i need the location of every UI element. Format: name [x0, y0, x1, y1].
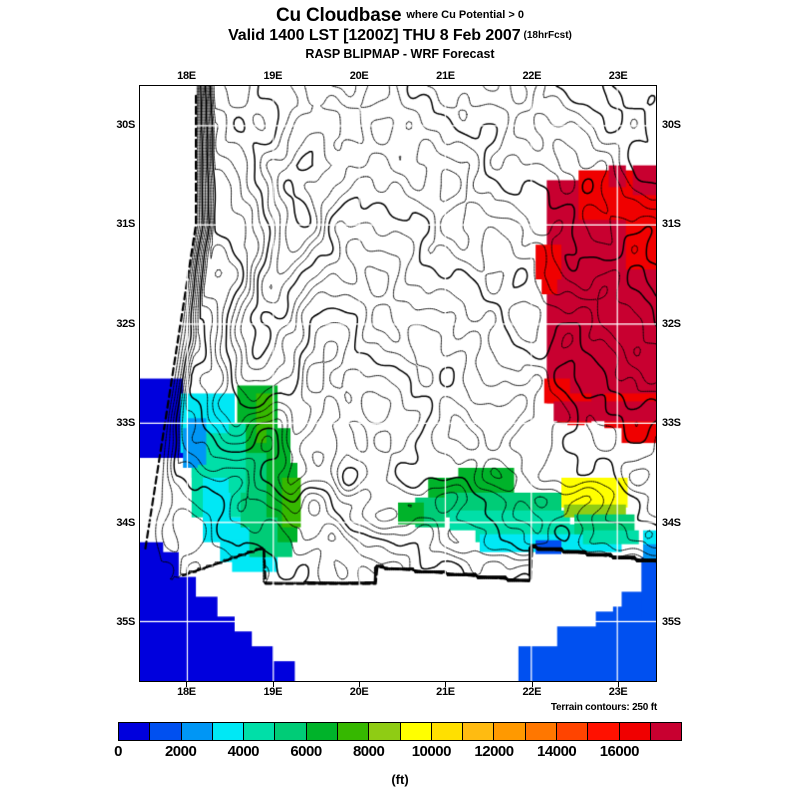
colorbar-swatch-10[interactable]	[431, 723, 464, 740]
lat-label-left-33S: 33S	[116, 417, 135, 430]
lat-label-left-32S: 32S	[116, 317, 135, 330]
colorbar-swatch-2[interactable]	[181, 723, 213, 740]
lon-label-bottom-18E: 18E	[177, 686, 196, 698]
lon-label-bottom-20E: 20E	[349, 686, 369, 698]
lat-label-right-32S: 32S	[662, 317, 681, 330]
lon-label-top-19E: 19E	[263, 70, 283, 82]
colorbar-swatch-8[interactable]	[369, 723, 401, 740]
lon-label-bottom-21E: 21E	[436, 686, 455, 698]
colorbar-tick-14000: 14000	[537, 743, 577, 760]
lon-tick-21E	[445, 682, 447, 687]
lon-label-top-22E: 22E	[522, 70, 542, 82]
lon-tick-19E	[272, 682, 274, 687]
lon-label-top-18E: 18E	[177, 70, 196, 82]
lat-label-right-35S: 35S	[662, 616, 681, 629]
lat-label-left-31S: 31S	[116, 218, 135, 231]
terrain-contour-note: Terrain contours: 250 ft	[550, 702, 657, 713]
colorbar-tick-4000: 4000	[227, 743, 260, 760]
forecast-hour-label: (18hrFcst)	[523, 29, 572, 41]
title-main-row: Cu Cloudbase where Cu Potential > 0	[0, 6, 800, 26]
colorbar-swatch-3[interactable]	[212, 723, 245, 740]
colorbar-tick-0: 0	[114, 743, 122, 760]
colorbar-swatch-17[interactable]	[650, 723, 682, 740]
latlon-graticule-layer	[140, 86, 656, 681]
colorbar-swatch-1[interactable]	[150, 723, 182, 740]
colorbar-swatch-14[interactable]	[556, 723, 589, 740]
colorbar-swatch-13[interactable]	[525, 723, 557, 740]
colorbar-swatch-5[interactable]	[275, 723, 307, 740]
lat-label-right-30S: 30S	[662, 118, 681, 131]
colorbar-swatch-0[interactable]	[119, 723, 151, 740]
colorbar-tick-labels: 0 2000 4000 6000 8000 10000 12000 14000 16000	[114, 743, 682, 763]
colorbar-tick-16000: 16000	[599, 743, 640, 760]
lat-label-right-33S: 33S	[662, 417, 681, 430]
colorbar-swatch-7[interactable]	[337, 723, 370, 740]
colorbar-swatch-6[interactable]	[306, 723, 338, 740]
colorbar-tick-12000: 12000	[474, 743, 514, 760]
map-plot-frame[interactable]	[139, 85, 657, 682]
lat-label-left-34S: 34S	[116, 516, 135, 529]
lon-tick-18E	[186, 682, 188, 687]
lat-label-right-31S: 31S	[662, 218, 681, 231]
title-condition: where Cu Potential > 0	[406, 9, 524, 21]
title-block: Cu Cloudbase where Cu Potential > 0 Valid…	[0, 6, 800, 61]
colorbar-swatch-4[interactable]	[244, 723, 276, 740]
colorbar-unit-label: (ft)	[391, 772, 409, 787]
colorbar-swatch-16[interactable]	[619, 723, 651, 740]
valid-time-label: Valid 1400 LST [1200Z] THU 8 Feb 2007	[228, 26, 521, 44]
colorbar-tick-6000: 6000	[290, 743, 322, 760]
lat-label-left-30S: 30S	[116, 118, 135, 131]
lon-label-bottom-22E: 22E	[522, 686, 542, 698]
lon-tick-20E	[359, 682, 361, 687]
page-title: Cu Cloudbase	[275, 5, 402, 26]
colorbar-tick-10000: 10000	[411, 743, 452, 760]
lat-label-left-35S: 35S	[116, 616, 135, 629]
title-valid-row: Valid 1400 LST [1200Z] THU 8 Feb 2007 (18…	[0, 26, 800, 45]
lon-label-top-21E: 21E	[436, 70, 455, 82]
colorbar-swatch-12[interactable]	[494, 723, 526, 740]
colorbar-block: 0 2000 4000 6000 8000 10000 12000 14000 16000 (f…	[114, 722, 682, 787]
colorbar-tick-8000: 8000	[352, 743, 385, 760]
lon-label-top-20E: 20E	[349, 70, 369, 82]
lon-label-bottom-19E: 19E	[263, 686, 283, 698]
colorbar-swatch-11[interactable]	[463, 723, 495, 740]
colorbar-swatch-15[interactable]	[588, 723, 620, 740]
colorbar-swatch-9[interactable]	[400, 723, 432, 740]
colorbar-tick-2000: 2000	[164, 743, 197, 760]
lon-tick-22E	[531, 682, 533, 687]
colorbar[interactable]	[118, 722, 682, 741]
lon-label-bottom-23E: 23E	[608, 686, 628, 698]
lon-label-top-23E: 23E	[608, 70, 628, 82]
lon-tick-23E	[618, 682, 620, 687]
lat-label-right-34S: 34S	[662, 516, 681, 529]
model-label: RASP BLIPMAP - WRF Forecast	[305, 46, 495, 61]
